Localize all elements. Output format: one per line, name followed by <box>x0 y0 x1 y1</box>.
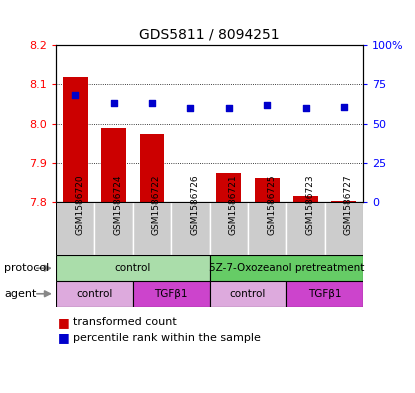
Text: GSM1586723: GSM1586723 <box>305 175 315 235</box>
Text: 5Z-7-Oxozeanol pretreatment: 5Z-7-Oxozeanol pretreatment <box>209 263 364 273</box>
Bar <box>56 202 95 255</box>
Text: control: control <box>76 289 112 299</box>
Bar <box>95 202 133 255</box>
Bar <box>133 202 171 255</box>
Point <box>264 102 271 108</box>
Bar <box>286 202 325 255</box>
Point <box>149 100 155 107</box>
Text: TGFβ1: TGFβ1 <box>154 289 188 299</box>
Bar <box>56 281 133 307</box>
Bar <box>325 202 363 255</box>
Point <box>187 105 194 111</box>
Text: GSM1586720: GSM1586720 <box>75 175 84 235</box>
Text: ■: ■ <box>58 316 70 329</box>
Bar <box>56 255 210 281</box>
Point <box>72 92 78 99</box>
Text: GSM1586726: GSM1586726 <box>190 175 199 235</box>
Text: GSM1586727: GSM1586727 <box>344 175 353 235</box>
Text: GSM1586724: GSM1586724 <box>114 175 122 235</box>
Text: GSM1586722: GSM1586722 <box>152 175 161 235</box>
Text: control: control <box>115 263 151 273</box>
Point <box>225 105 232 111</box>
Bar <box>139 134 164 202</box>
Bar <box>255 178 280 202</box>
Bar <box>286 281 363 307</box>
Bar <box>171 202 210 255</box>
Bar <box>210 202 248 255</box>
Text: control: control <box>230 289 266 299</box>
Text: protocol: protocol <box>4 263 49 273</box>
Text: agent: agent <box>4 289 37 299</box>
Title: GDS5811 / 8094251: GDS5811 / 8094251 <box>139 27 280 41</box>
Bar <box>210 255 363 281</box>
Bar <box>101 128 126 202</box>
Bar <box>133 281 210 307</box>
Point <box>302 105 309 111</box>
Text: ■: ■ <box>58 331 70 345</box>
Text: transformed count: transformed count <box>73 317 176 327</box>
Bar <box>210 281 286 307</box>
Bar <box>293 196 318 202</box>
Bar <box>248 202 286 255</box>
Text: GSM1586725: GSM1586725 <box>267 175 276 235</box>
Text: GSM1586721: GSM1586721 <box>229 175 238 235</box>
Text: percentile rank within the sample: percentile rank within the sample <box>73 333 261 343</box>
Point <box>341 103 347 110</box>
Text: TGFβ1: TGFβ1 <box>308 289 342 299</box>
Point <box>110 100 117 107</box>
Bar <box>216 173 241 202</box>
Bar <box>63 77 88 202</box>
Bar <box>332 201 356 202</box>
